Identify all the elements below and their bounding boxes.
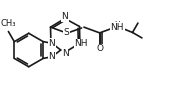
Text: N: N (62, 49, 69, 58)
Text: N: N (61, 12, 68, 22)
Text: O: O (96, 44, 103, 53)
Text: N: N (49, 39, 55, 48)
Text: NH: NH (111, 23, 124, 32)
Text: N: N (49, 52, 55, 61)
Text: NH: NH (74, 39, 88, 48)
Text: H: H (114, 21, 120, 30)
Text: N: N (114, 24, 120, 33)
Text: S: S (63, 28, 69, 37)
Text: CH₃: CH₃ (1, 19, 16, 28)
